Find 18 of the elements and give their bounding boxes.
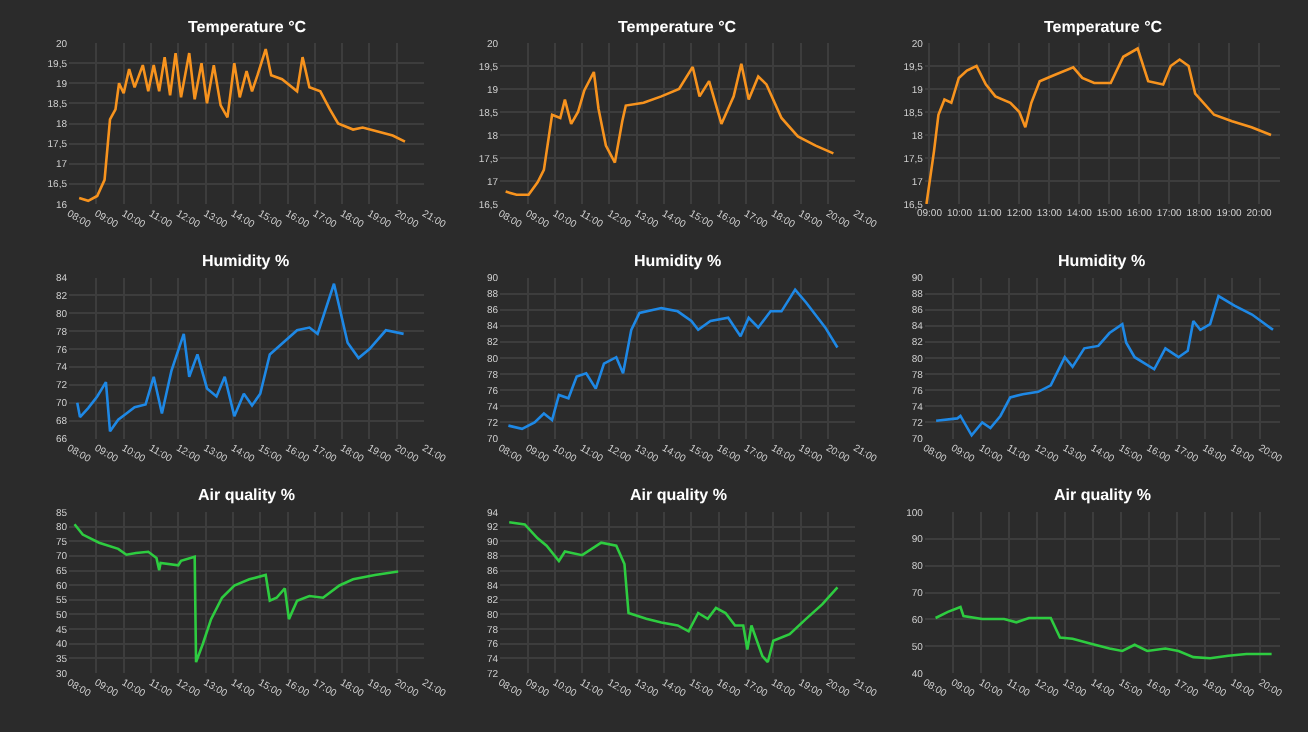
chart-title: Humidity % [1058,252,1146,270]
chart-title: Air quality % [630,486,727,504]
line-series [934,294,1275,437]
chart-title: Humidity % [634,252,722,270]
chart-title: Temperature °C [1044,18,1163,36]
line-series [504,62,835,197]
chart-title: Temperature °C [188,18,307,36]
line-series [77,47,407,203]
chart-title: Air quality % [198,486,295,504]
line-series [934,605,1273,660]
line-series [925,47,1273,204]
chart-title: Temperature °C [618,18,737,36]
line-series [75,282,405,433]
line-series [73,523,400,664]
chart-title: Humidity % [202,252,290,270]
line-series [507,288,839,431]
line-series [507,520,839,664]
chart-title: Air quality % [1054,486,1151,504]
